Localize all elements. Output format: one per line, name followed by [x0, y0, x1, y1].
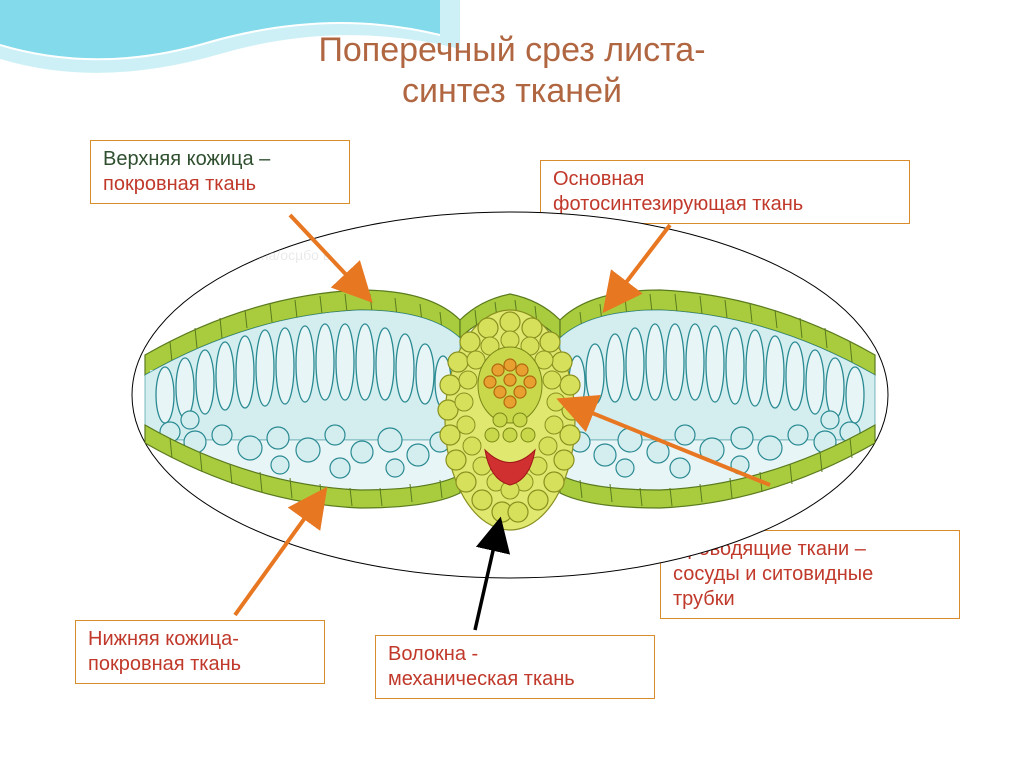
label-text: трубки — [673, 588, 735, 610]
label-lower-epidermis: Нижняя кожица- покровная ткань — [75, 620, 325, 684]
label-text: покровная ткань — [103, 173, 256, 195]
title-line2: синтез тканей — [402, 72, 622, 110]
label-text: покровная ткань — [88, 653, 241, 675]
label-text: Волокна - — [388, 643, 478, 665]
label-fibers: Волокна - механическая ткань — [375, 635, 655, 699]
label-text: Нижняя кожица- — [88, 628, 239, 650]
label-text: Основная — [553, 168, 644, 190]
leaf-cross-section-diagram: ж ынпа/осµбо в — [130, 210, 890, 580]
title-line1: Поперечный срез листа- — [318, 31, 705, 69]
label-text: механическая ткань — [388, 668, 575, 690]
label-text: Верхняя кожица – — [103, 148, 270, 170]
label-upper-epidermis: Верхняя кожица – покровная ткань — [90, 140, 350, 204]
slide-title: Поперечный срез листа- синтез тканей — [0, 30, 1024, 112]
